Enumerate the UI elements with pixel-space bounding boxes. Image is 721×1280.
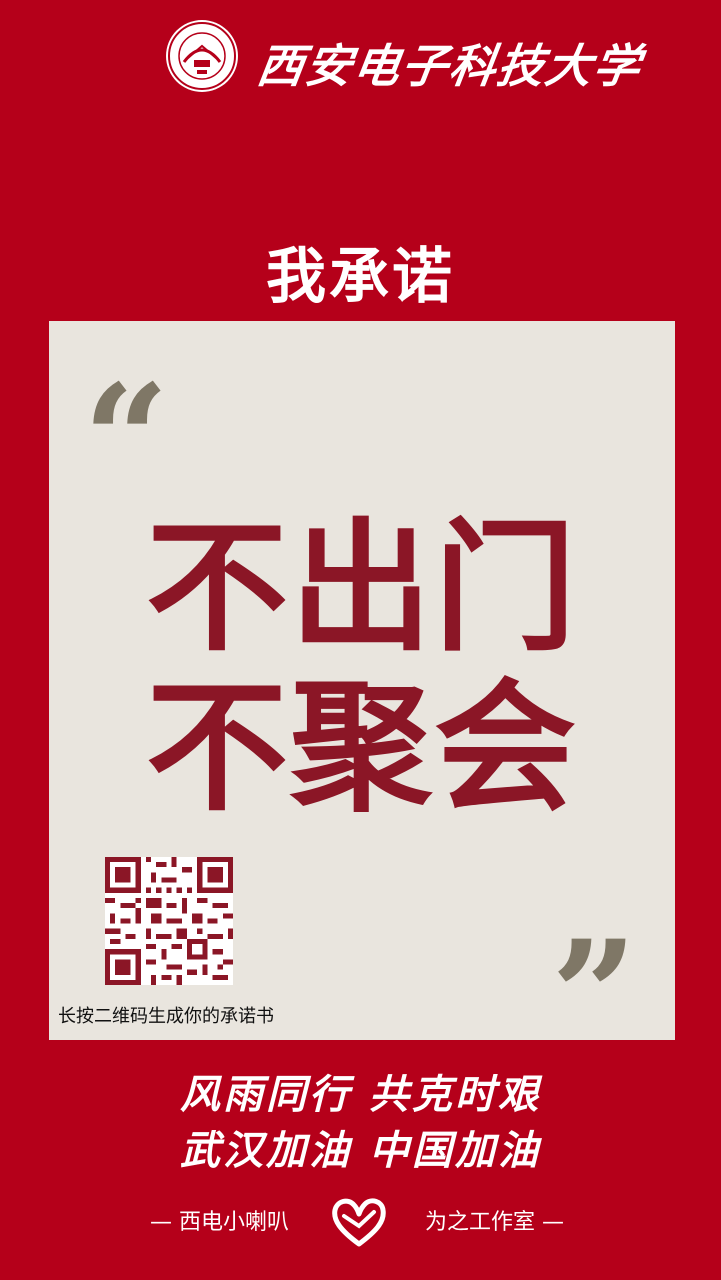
- open-quote-mark: “: [83, 352, 170, 528]
- close-quote-mark: ”: [551, 908, 638, 1084]
- footer-right-text: 为之工作室 —: [425, 1210, 564, 1235]
- slogan-line-1: 不出门: [146, 506, 578, 671]
- footer-left-text: — 西电小喇叭: [150, 1210, 289, 1235]
- qr-code[interactable]: [105, 857, 233, 985]
- pledge-card: “ 不出门 不聚会: [49, 321, 675, 1071]
- motto-line-2: 武汉加油 中国加油: [180, 1127, 541, 1174]
- header: 西安电子科技大学: [0, 14, 721, 94]
- slogan-line-2: 不聚会: [146, 666, 578, 831]
- motto-line-1: 风雨同行 共克时艰: [180, 1071, 541, 1118]
- qr-caption: 长按二维码生成你的承诺书: [58, 1006, 274, 1027]
- university-name: 西安电子科技大学: [253, 39, 646, 93]
- qr-code-icon: [105, 857, 233, 985]
- pledge-slogan: 不出门 不聚会: [49, 509, 675, 829]
- heart-logo-icon: [332, 1198, 386, 1247]
- pledge-heading: 我承诺: [266, 242, 455, 312]
- xidian-university-emblem-icon: [166, 20, 238, 92]
